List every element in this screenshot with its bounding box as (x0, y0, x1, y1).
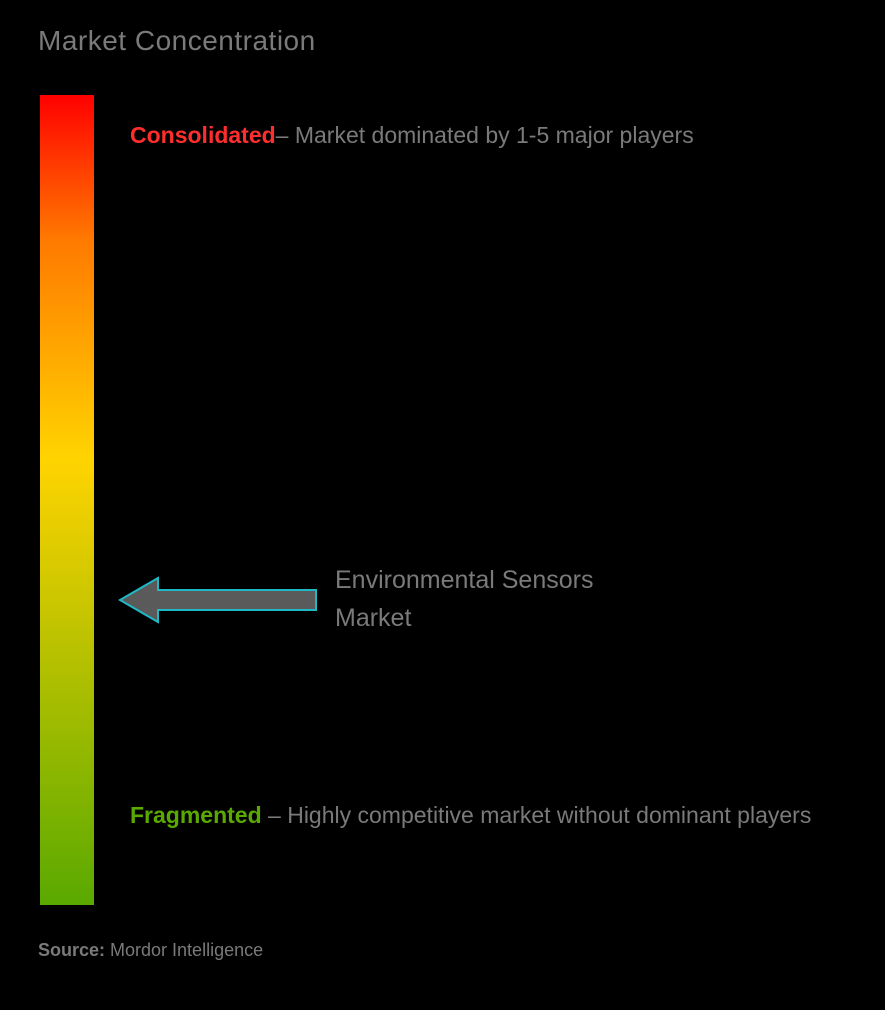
chart-title: Market Concentration (38, 25, 316, 57)
fragmented-rest: – Highly competitive market without domi… (262, 802, 812, 828)
fragmented-emph: Fragmented (130, 802, 262, 828)
arrow-icon (118, 575, 318, 625)
concentration-gradient-bar (40, 95, 94, 905)
source-value: Mordor Intelligence (110, 940, 263, 960)
consolidated-rest: – Market dominated by 1-5 major players (276, 122, 694, 148)
source-label: Source: (38, 940, 110, 960)
market-name-label: Environmental Sensors Market (335, 562, 615, 637)
fragmented-label-block: Fragmented – Highly competitive market w… (130, 790, 835, 841)
consolidated-label-block: Consolidated– Market dominated by 1-5 ma… (130, 110, 835, 161)
source-line: Source: Mordor Intelligence (38, 940, 263, 961)
market-position-arrow (118, 575, 318, 630)
consolidated-emph: Consolidated (130, 122, 276, 148)
arrow-polygon (120, 578, 316, 622)
